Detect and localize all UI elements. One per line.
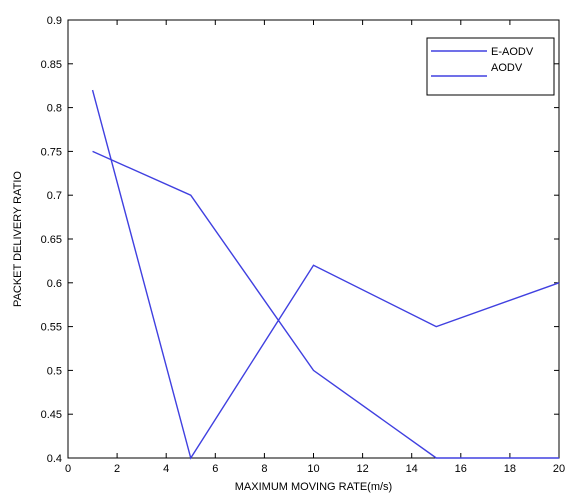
- x-axis-label: MAXIMUM MOVING RATE(m/s): [235, 481, 392, 493]
- y-axis-label: PACKET DELIVERY RATIO: [12, 171, 24, 307]
- x-tick-label: 20: [553, 463, 565, 475]
- series-line-aodv: [91, 89, 560, 460]
- y-tick-label: 0.6: [47, 278, 62, 290]
- series-line-e-aodv: [92, 150, 559, 459]
- legend-label-e-aodv: E-AODV: [491, 46, 534, 58]
- legend-box: [426, 37, 555, 96]
- x-tick-label: 14: [406, 463, 418, 475]
- x-tick-label: 6: [212, 463, 218, 475]
- series-lines: [91, 89, 560, 460]
- y-tick-label: 0.45: [41, 409, 62, 421]
- x-tick-label: 12: [356, 463, 368, 475]
- y-tick-label: 0.9: [47, 15, 62, 27]
- y-tick-label: 0.65: [41, 234, 62, 246]
- y-tick-label: 0.8: [47, 103, 62, 115]
- y-tick-label: 0.75: [41, 146, 62, 158]
- y-tick-label: 0.5: [47, 365, 62, 377]
- legend: E-AODV AODV: [426, 37, 555, 96]
- y-tick-label: 0.55: [41, 322, 62, 334]
- legend-label-aodv: AODV: [491, 62, 523, 74]
- x-tick-label: 10: [307, 463, 319, 475]
- x-tick-label: 0: [65, 463, 71, 475]
- x-tick-label: 8: [261, 463, 267, 475]
- x-tick-label: 18: [504, 463, 516, 475]
- x-tick-label: 16: [455, 463, 467, 475]
- y-tick-label: 0.4: [47, 453, 62, 465]
- axis-ticks: 0 2 4 6 8 10 12 14 16 18 20 0.4 0.45 0.5 0.55 0.6 0.65 0.…: [41, 15, 566, 475]
- y-tick-label: 0.7: [47, 190, 62, 202]
- x-tick-label: 2: [114, 463, 120, 475]
- y-tick-label: 0.85: [41, 59, 62, 71]
- x-tick-label: 4: [163, 463, 169, 475]
